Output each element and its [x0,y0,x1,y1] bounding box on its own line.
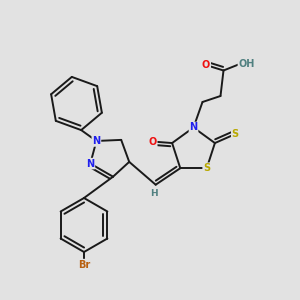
Text: O: O [202,60,210,70]
Text: S: S [232,129,239,139]
Text: N: N [92,136,101,146]
Text: H: H [150,189,158,198]
Text: O: O [148,136,157,146]
Text: S: S [203,163,210,173]
Text: Br: Br [78,260,90,270]
Text: N: N [189,122,198,133]
Text: N: N [86,159,94,169]
Text: OH: OH [238,59,255,69]
